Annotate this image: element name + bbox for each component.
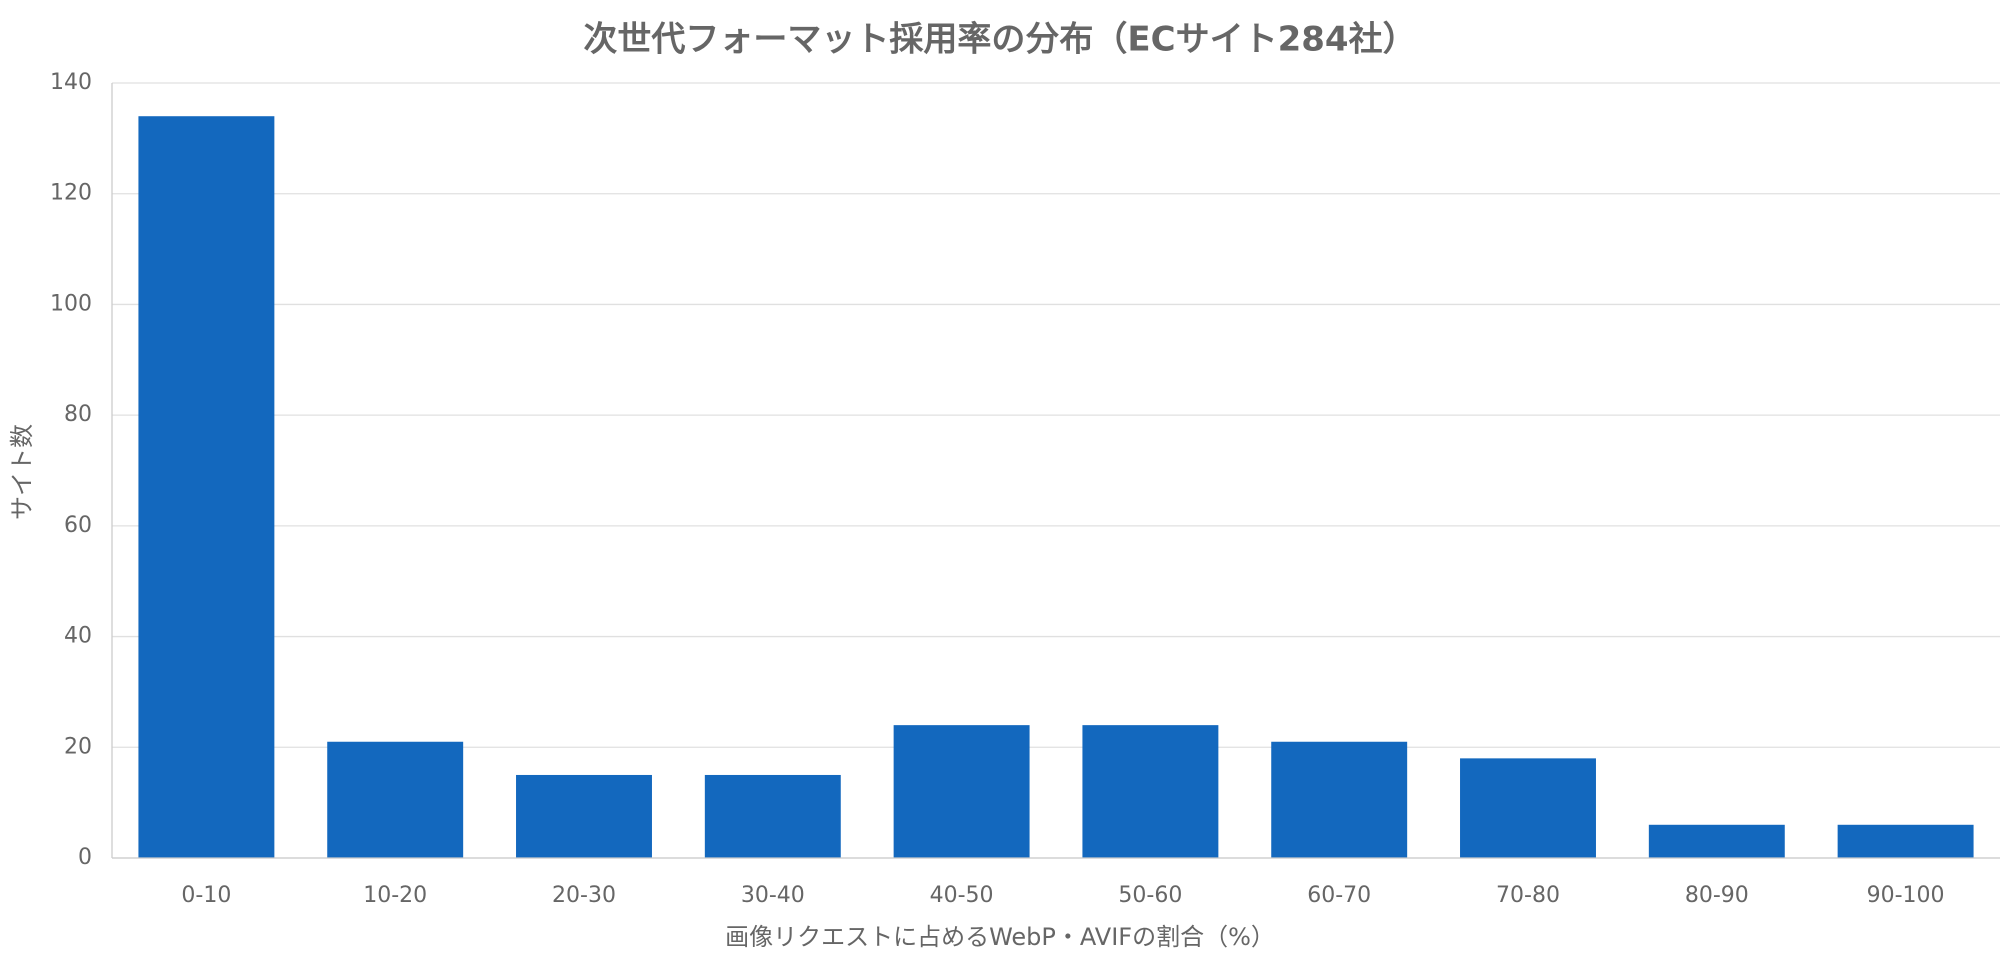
x-axis-label: 画像リクエストに占めるWebP・AVIFの割合（%）	[725, 923, 1275, 951]
bar	[516, 774, 652, 858]
x-tick-label: 60-70	[1307, 883, 1371, 908]
bar	[1837, 824, 1974, 858]
x-tick-label: 50-60	[1118, 883, 1182, 908]
bar	[327, 741, 464, 858]
y-tick-label: 0	[78, 845, 92, 870]
y-tick-label: 120	[50, 181, 92, 206]
y-tick-label: 140	[50, 70, 92, 95]
y-tick-label: 80	[64, 402, 92, 427]
x-tick-label: 30-40	[741, 883, 805, 908]
bar	[893, 725, 1030, 858]
y-tick-label: 20	[64, 734, 92, 759]
bar	[1082, 725, 1219, 858]
y-tick-label: 60	[64, 513, 92, 538]
y-tick-label: 100	[50, 291, 92, 316]
x-tick-label: 40-50	[930, 883, 994, 908]
x-tick-label: 20-30	[552, 883, 616, 908]
chart-title: 次世代フォーマット採用率の分布（ECサイト284社）	[583, 20, 1416, 60]
y-axis-label: サイト数	[8, 424, 36, 520]
x-tick-label: 90-100	[1867, 883, 1945, 908]
bar	[1648, 824, 1785, 858]
bar	[138, 116, 275, 858]
x-tick-label: 10-20	[363, 883, 427, 908]
x-tick-label: 70-80	[1496, 883, 1560, 908]
x-tick-label: 80-90	[1685, 883, 1749, 908]
bar	[1460, 758, 1596, 858]
bar	[1271, 741, 1408, 858]
x-tick-label: 0-10	[181, 883, 231, 908]
y-tick-label: 40	[64, 624, 92, 649]
bar	[704, 774, 841, 858]
